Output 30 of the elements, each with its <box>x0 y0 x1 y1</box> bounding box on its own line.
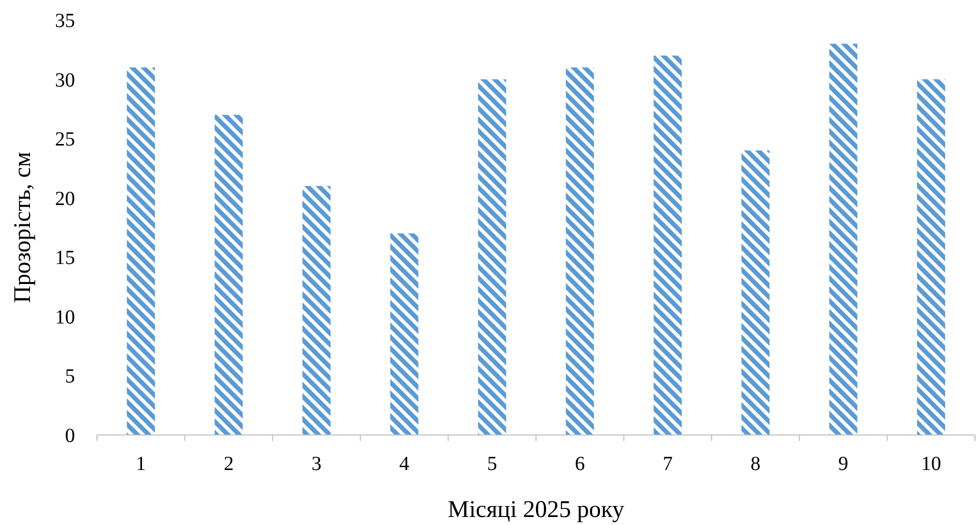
bar <box>390 233 418 435</box>
y-tick-label: 35 <box>55 10 75 32</box>
y-tick-label: 25 <box>55 128 75 151</box>
y-tick-label: 15 <box>55 247 75 270</box>
bar <box>214 114 243 435</box>
bar <box>917 79 946 435</box>
bar <box>478 79 506 435</box>
x-tick-label: 3 <box>312 453 322 475</box>
x-tick-label: 7 <box>662 453 673 475</box>
bar <box>302 186 331 435</box>
x-tick-label: 4 <box>399 453 410 475</box>
bar <box>741 150 770 435</box>
y-tick-label: 20 <box>55 188 75 210</box>
y-axis-title: Прозорість, см <box>10 152 36 304</box>
y-tick-label: 0 <box>65 425 75 447</box>
x-tick-label: 2 <box>224 453 234 475</box>
x-tick-label: 10 <box>921 453 942 475</box>
bar <box>654 56 682 435</box>
x-tick-label: 5 <box>487 453 498 475</box>
x-tick-label: 8 <box>750 453 760 475</box>
y-tick-label: 5 <box>65 366 75 388</box>
x-axis-title: Місяці 2025 року <box>448 497 624 523</box>
bar <box>566 67 594 435</box>
y-tick-label: 10 <box>55 306 75 328</box>
x-tick-label: 1 <box>136 453 146 475</box>
x-tick-label: 9 <box>838 453 848 475</box>
x-tick-label: 6 <box>574 453 585 475</box>
bar <box>126 67 155 435</box>
y-tick-label: 30 <box>55 69 75 92</box>
bar <box>829 44 858 435</box>
